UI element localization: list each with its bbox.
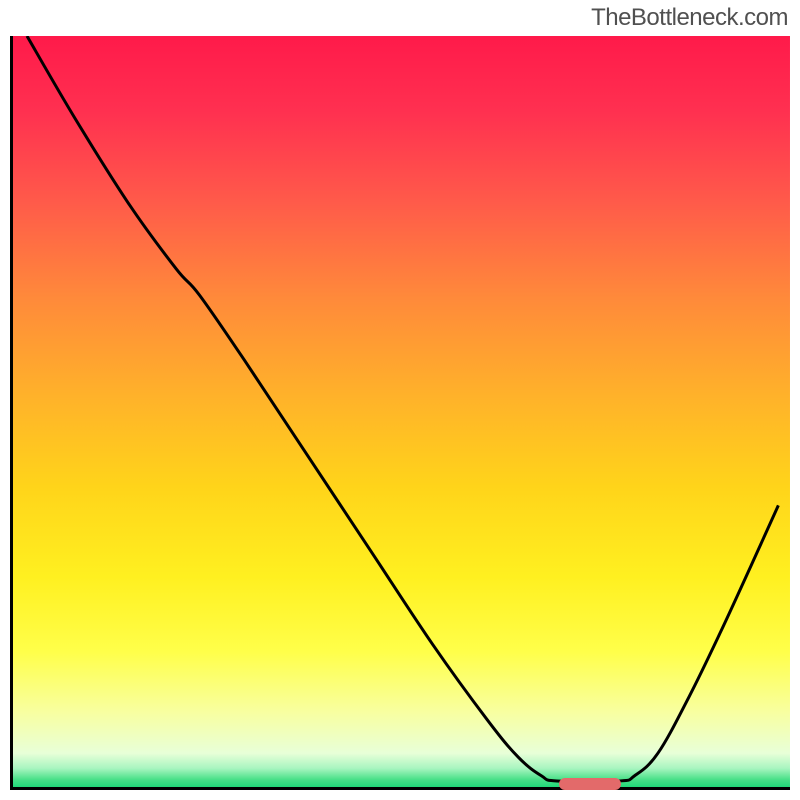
optimal-range-marker [559,778,621,790]
watermark-text: TheBottleneck.com [591,4,788,32]
bottleneck-curve [13,36,790,787]
chart-plot-area [10,36,790,790]
